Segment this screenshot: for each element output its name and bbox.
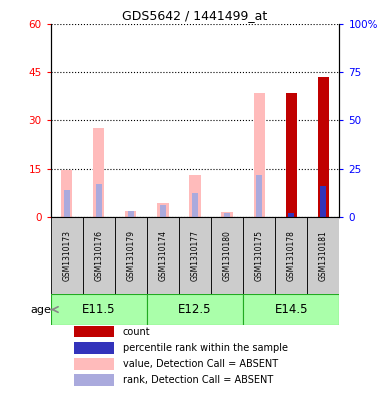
- Text: E11.5: E11.5: [82, 303, 115, 316]
- Bar: [222, 212, 233, 217]
- Bar: [51, 294, 147, 325]
- Bar: [285, 93, 297, 217]
- Bar: [243, 217, 275, 294]
- Text: GSM1310174: GSM1310174: [158, 230, 167, 281]
- Title: GDS5642 / 1441499_at: GDS5642 / 1441499_at: [122, 9, 268, 22]
- Text: value, Detection Call = ABSENT: value, Detection Call = ABSENT: [123, 359, 278, 369]
- Text: GSM1310177: GSM1310177: [190, 230, 200, 281]
- Bar: [93, 129, 105, 217]
- Bar: [318, 77, 329, 217]
- Bar: [179, 217, 211, 294]
- Text: age: age: [30, 305, 51, 314]
- Bar: [147, 294, 243, 325]
- Bar: [320, 186, 326, 217]
- Text: GSM1310181: GSM1310181: [319, 230, 328, 281]
- Bar: [61, 170, 73, 217]
- Text: rank, Detection Call = ABSENT: rank, Detection Call = ABSENT: [123, 375, 273, 385]
- Bar: [96, 184, 102, 217]
- Bar: [256, 174, 262, 217]
- Bar: [192, 193, 198, 217]
- Bar: [128, 211, 134, 217]
- Bar: [157, 202, 168, 217]
- Bar: [74, 374, 114, 386]
- Bar: [74, 326, 114, 338]
- Bar: [74, 342, 114, 354]
- Text: GSM1310178: GSM1310178: [287, 230, 296, 281]
- Bar: [74, 358, 114, 370]
- Text: GSM1310173: GSM1310173: [62, 230, 71, 281]
- Text: count: count: [123, 327, 151, 337]
- Bar: [190, 175, 200, 217]
- Bar: [115, 217, 147, 294]
- Bar: [160, 206, 166, 217]
- Bar: [224, 213, 230, 217]
- Text: GSM1310179: GSM1310179: [126, 230, 135, 281]
- Bar: [243, 294, 339, 325]
- Bar: [64, 190, 70, 217]
- Text: GSM1310176: GSM1310176: [94, 230, 103, 281]
- Text: GSM1310175: GSM1310175: [255, 230, 264, 281]
- Text: GSM1310180: GSM1310180: [223, 230, 232, 281]
- Bar: [211, 217, 243, 294]
- Bar: [307, 217, 339, 294]
- Bar: [147, 217, 179, 294]
- Text: percentile rank within the sample: percentile rank within the sample: [123, 343, 288, 353]
- Bar: [288, 213, 294, 217]
- Bar: [51, 217, 83, 294]
- Bar: [275, 217, 307, 294]
- Bar: [125, 211, 136, 217]
- Text: E14.5: E14.5: [275, 303, 308, 316]
- Bar: [83, 217, 115, 294]
- Bar: [285, 93, 297, 217]
- Bar: [254, 93, 265, 217]
- Text: E12.5: E12.5: [178, 303, 212, 316]
